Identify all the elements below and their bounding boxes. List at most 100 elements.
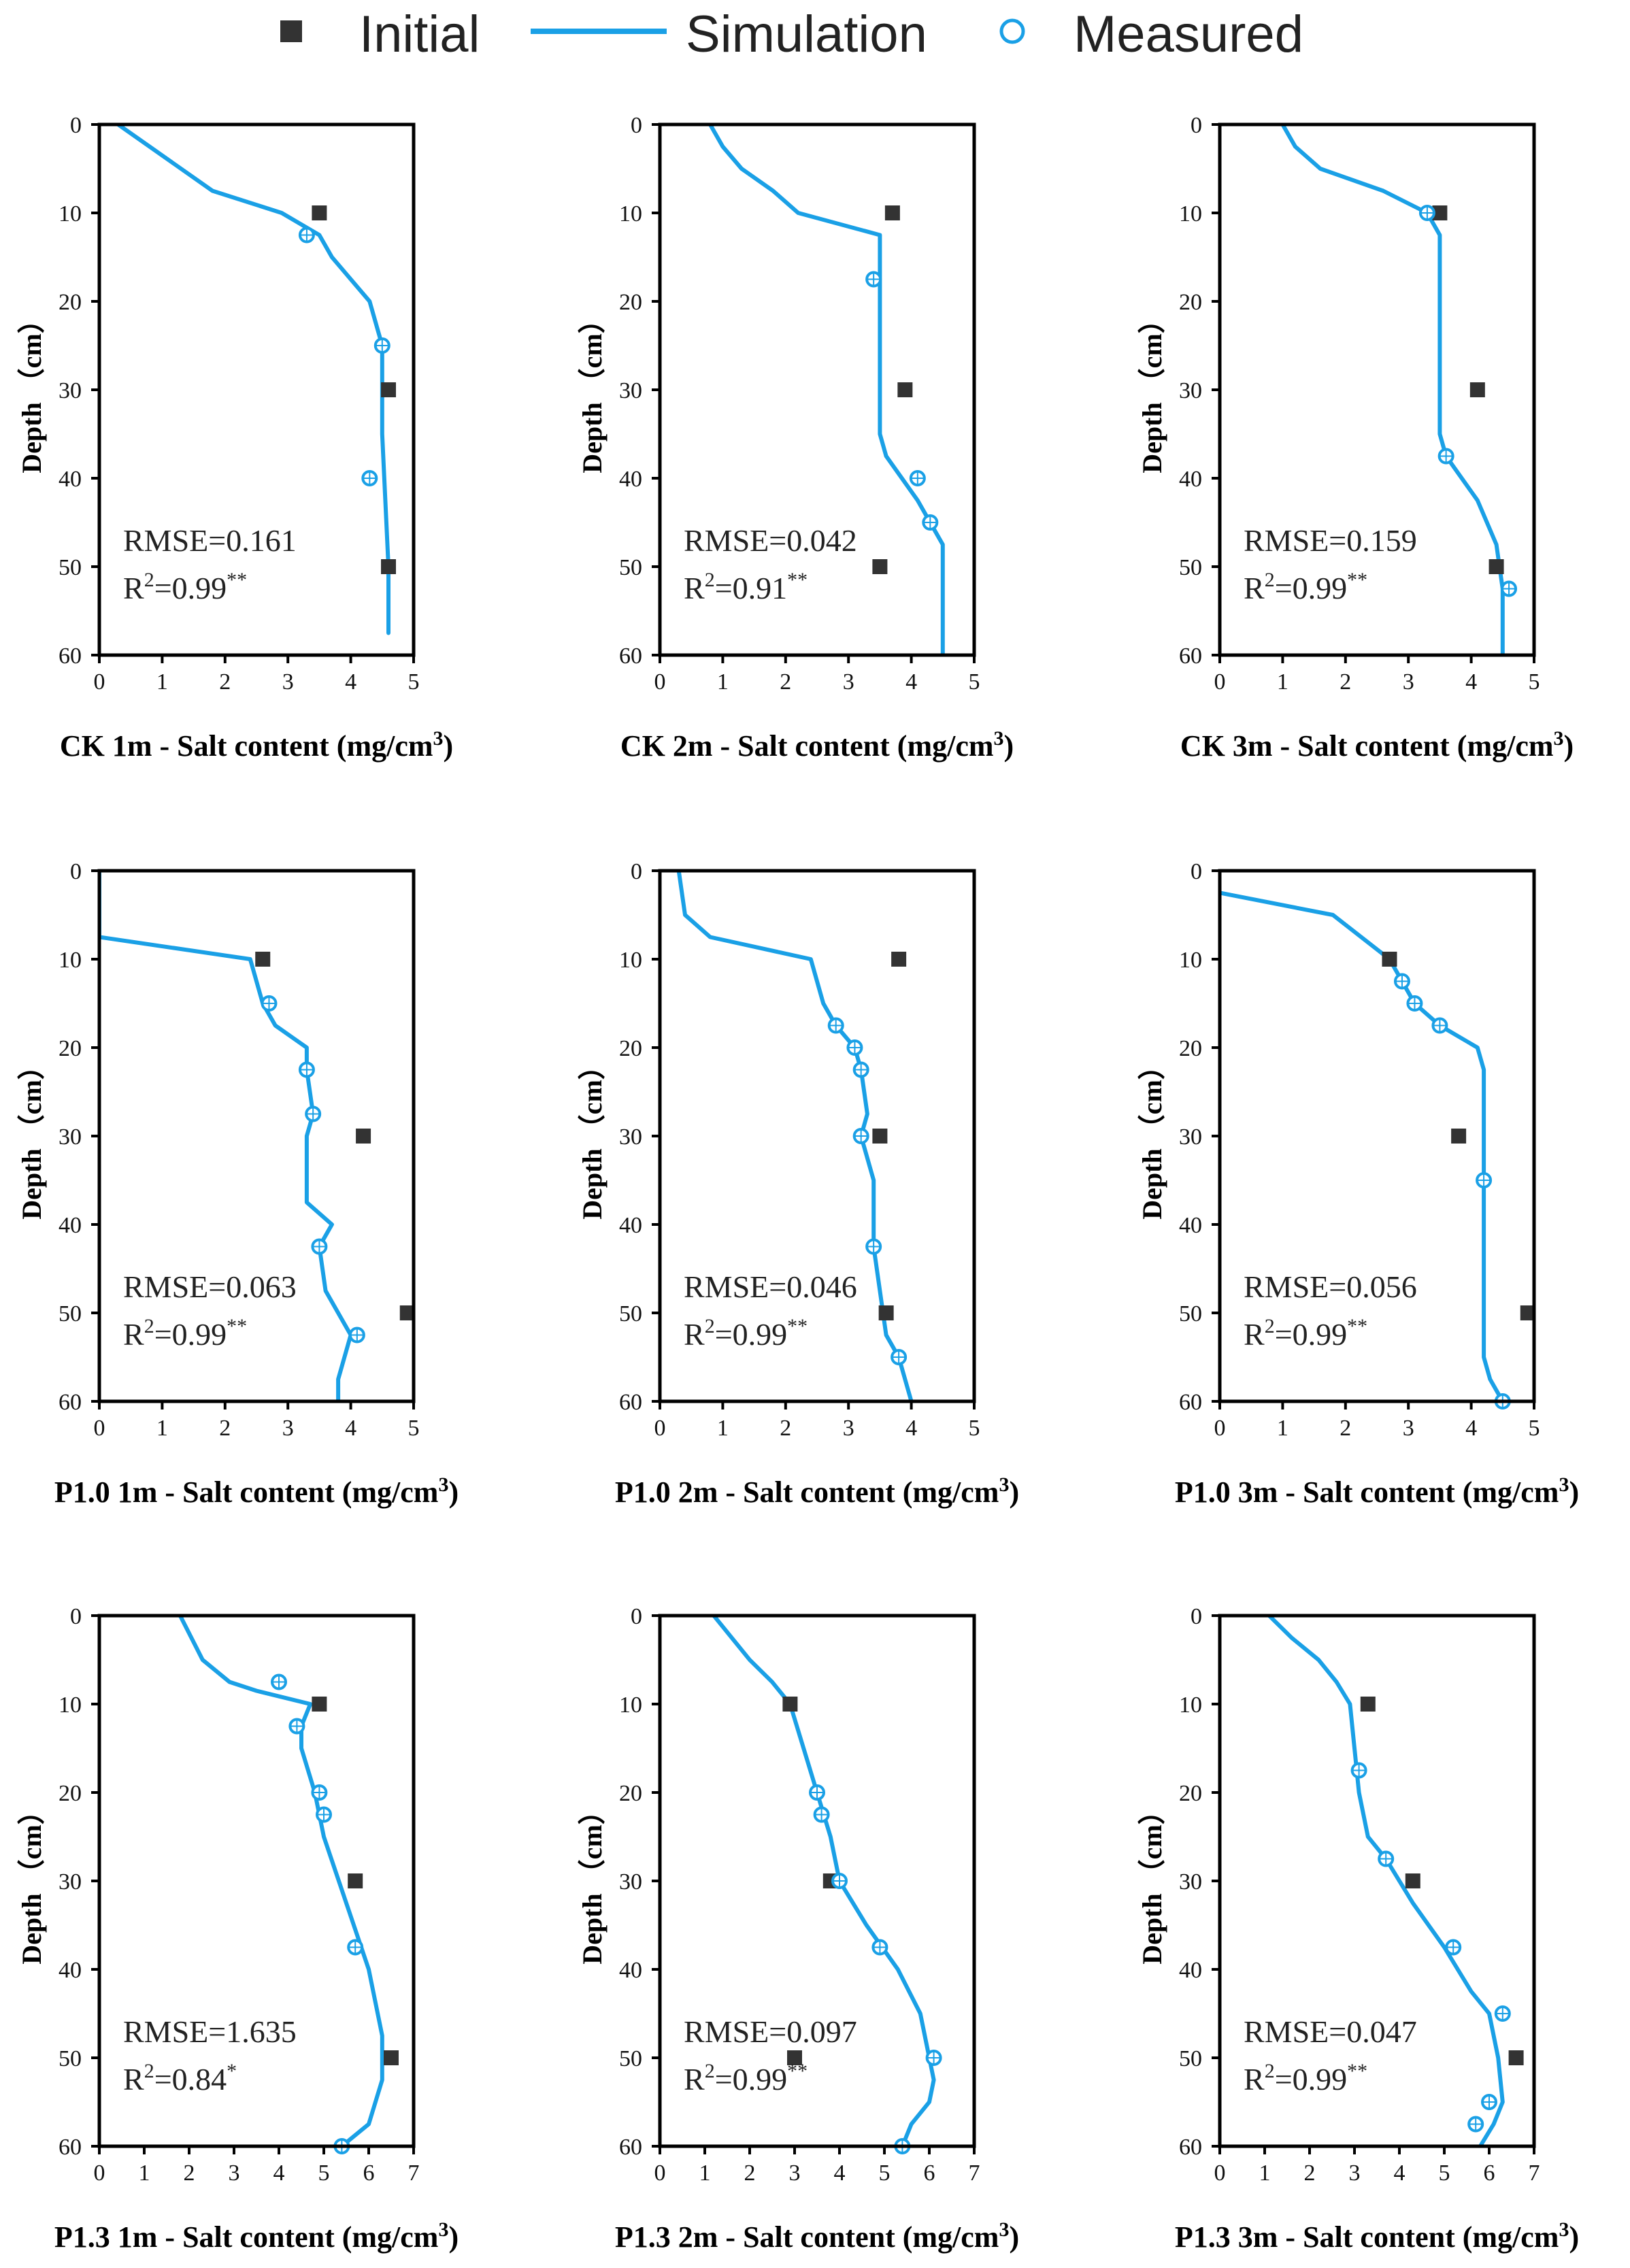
x-tick-label: 7 (408, 2161, 420, 2186)
initial-point (872, 1129, 888, 1144)
r2-label-sup: 2 (144, 569, 154, 591)
panel-p1-3-2m: 0 10 20 30 40 50 60 0 1 2 3 4 5 6 7 Depth （cm） P1.3 2m -… (577, 1604, 1019, 2254)
x-axis-label-text: CK 1m - Salt content (mg/cm (60, 729, 433, 763)
y-tick-label: 40 (1179, 467, 1202, 492)
r2-label-sup: 2 (1265, 1315, 1275, 1337)
x-tick-label: 4 (1465, 669, 1477, 695)
legend-measured-marker (999, 18, 1025, 44)
x-tick-label: 4 (905, 1416, 917, 1441)
y-tick-label: 60 (1179, 1390, 1202, 1415)
y-tick-label: 10 (1179, 1692, 1202, 1718)
x-tick-label: 0 (94, 1416, 105, 1441)
y-tick-label: 0 (1191, 1604, 1202, 1629)
panel-p1-0-3m: 0 10 20 30 40 50 60 0 1 2 3 4 5 Depth （cm） P1.0 3m - S… (1137, 859, 1579, 1509)
x-tick-label: 3 (229, 2161, 240, 2186)
x-tick-label: 4 (345, 1416, 356, 1441)
x-tick-label: 1 (156, 1416, 168, 1441)
measured-point (852, 1128, 869, 1144)
x-axis-label-sup: 3 (438, 2218, 448, 2241)
panel-ck-2m: 0 10 20 30 40 50 60 0 1 2 3 4 5 Depth （cm） CK 2m - Sal… (577, 113, 1014, 763)
r2-label: R2=0.99** (684, 1315, 808, 1352)
x-axis-label-end: ) (1009, 1475, 1019, 1509)
r2-label-value: =0.99 (154, 1317, 227, 1352)
x-tick-label: 2 (780, 669, 791, 695)
y-axis-label: Depth （cm） (16, 306, 47, 473)
x-tick-label: 3 (843, 669, 854, 695)
x-tick-label: 2 (219, 669, 231, 695)
x-tick-label: 5 (1529, 669, 1540, 695)
measured-point (1467, 2116, 1484, 2133)
y-tick-label: 40 (1179, 1958, 1202, 1983)
measured-point (925, 2050, 942, 2066)
x-tick-label: 4 (834, 2161, 846, 2186)
x-tick-label: 3 (843, 1416, 854, 1441)
initial-point (872, 559, 888, 574)
r2-label-r: R (123, 571, 144, 605)
y-tick-label: 60 (1179, 644, 1202, 669)
x-tick-label: 1 (1277, 669, 1288, 695)
x-tick-label: 4 (905, 669, 917, 695)
initial-point (255, 952, 271, 967)
r2-label: R2=0.99** (1244, 2060, 1367, 2097)
x-axis-label-sup: 3 (1559, 2218, 1569, 2241)
y-axis-label: Depth （cm） (577, 306, 608, 473)
x-tick-label: 2 (744, 2161, 756, 2186)
y-tick-label: 20 (1179, 1781, 1202, 1806)
r2-label-value: =0.99 (1275, 571, 1347, 605)
y-axis-label: Depth （cm） (16, 1052, 47, 1220)
initial-point (399, 1305, 415, 1320)
legend-initial-label: Initial (359, 5, 480, 63)
measured-point (1418, 205, 1435, 221)
x-tick-label: 3 (789, 2161, 801, 2186)
x-axis-label: P1.3 3m - Salt content (mg/cm3) (1175, 2218, 1579, 2254)
x-axis-label-text: P1.3 2m - Salt content (mg/cm (615, 2220, 999, 2254)
initial-point (1451, 1129, 1467, 1144)
y-tick-label: 10 (1179, 201, 1202, 227)
panel-ck-1m: 0 10 20 30 40 50 60 0 1 2 3 4 5 Depth （cm） CK 1m - Sal… (16, 113, 453, 763)
x-axis-label: CK 2m - Salt content (mg/cm3) (620, 727, 1014, 763)
x-tick-label: 1 (717, 1416, 729, 1441)
r2-label-value: =0.84 (154, 2062, 227, 2097)
legend-initial-marker (280, 20, 302, 42)
x-tick-label: 5 (969, 1416, 980, 1441)
simulation-line (99, 871, 353, 1401)
y-tick-label: 50 (1179, 1301, 1202, 1327)
y-tick-label: 50 (59, 2046, 82, 2071)
r2-label-signif: ** (227, 1315, 247, 1337)
x-tick-label: 0 (1214, 669, 1226, 695)
x-axis-label-end: ) (448, 2220, 459, 2254)
initial-point (878, 1305, 894, 1320)
r2-label-signif: ** (1347, 569, 1367, 591)
x-axis-label-end: ) (1009, 2220, 1019, 2254)
r2-label-sup: 2 (1265, 2060, 1275, 2082)
x-axis-label: P1.0 1m - Salt content (mg/cm3) (54, 1473, 459, 1509)
y-tick-label: 20 (1179, 1036, 1202, 1061)
measured-point (1378, 1850, 1395, 1867)
y-tick-label: 60 (619, 1390, 642, 1415)
measured-point (865, 1238, 882, 1255)
y-tick-label: 30 (59, 1869, 82, 1895)
initial-point (1520, 1305, 1535, 1320)
measured-point (1476, 1172, 1493, 1188)
y-tick-label: 30 (619, 1869, 642, 1895)
x-tick-label: 5 (969, 669, 980, 695)
x-tick-label: 2 (1340, 669, 1351, 695)
measured-point (891, 1349, 908, 1365)
r2-label-r: R (1244, 571, 1265, 605)
y-tick-label: 0 (631, 113, 642, 138)
x-axis-label-text: P1.0 1m - Salt content (mg/cm (54, 1475, 439, 1509)
rmse-label: RMSE=0.056 (1244, 1269, 1417, 1304)
x-tick-label: 1 (139, 2161, 150, 2186)
x-axis-label-text: CK 3m - Salt content (mg/cm (1180, 729, 1554, 763)
x-tick-label: 0 (654, 1416, 666, 1441)
measured-point (1481, 2094, 1497, 2110)
panel-p1-0-1m: 0 10 20 30 40 50 60 0 1 2 3 4 5 Depth （cm） P1.0 1m - S… (16, 859, 459, 1509)
y-tick-label: 40 (619, 1958, 642, 1983)
initial-point (782, 1697, 798, 1712)
measured-point (298, 227, 315, 244)
y-tick-label: 10 (59, 1692, 82, 1718)
measured-point (311, 1784, 328, 1801)
x-tick-label: 0 (94, 2161, 105, 2186)
r2-label-value: =0.99 (715, 2062, 787, 2097)
